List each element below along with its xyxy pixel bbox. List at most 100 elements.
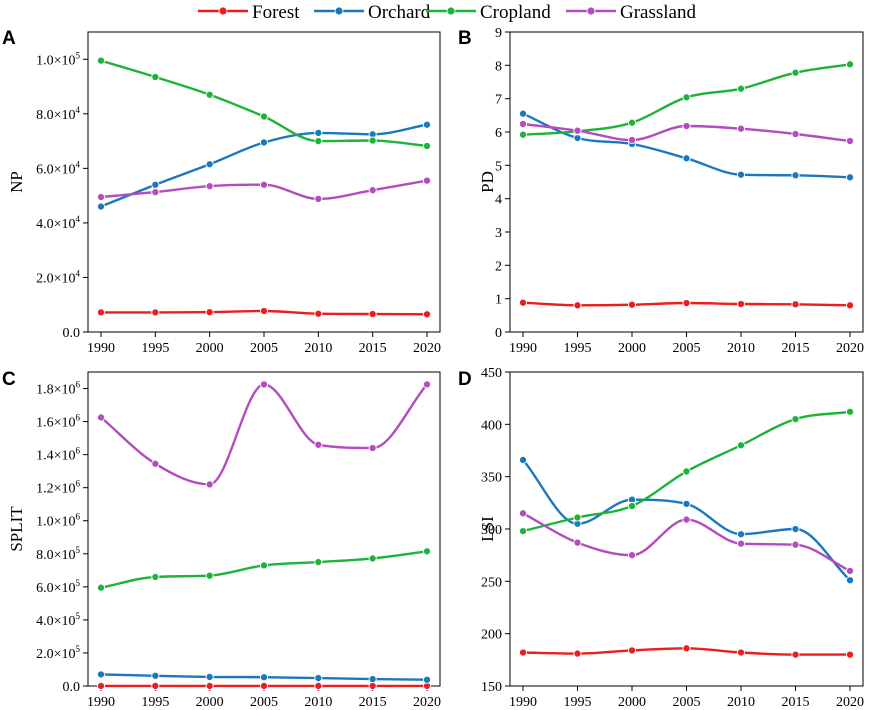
legend-item-grassland: Grassland — [566, 2, 696, 23]
data-point-cropland-a — [422, 141, 432, 151]
y-tick-label-a: 6.0×104 — [36, 159, 80, 177]
x-tick-label-c: 1995 — [141, 695, 169, 710]
y-tick-base-b: 4 — [495, 193, 502, 208]
panel-letter-a: A — [2, 28, 16, 49]
data-point-cropland-c — [205, 571, 214, 580]
data-point-orchard-b — [736, 170, 746, 179]
data-point-forest-d — [573, 649, 582, 658]
data-point-orchard-a — [422, 120, 432, 129]
x-tick-label-d: 1995 — [564, 695, 592, 710]
y-tick-base-d: 400 — [481, 418, 502, 433]
data-point-orchard-a — [314, 128, 323, 137]
data-point-cropland-c — [368, 554, 377, 563]
series-grassland-b — [518, 119, 855, 146]
y-tick-base-b: 7 — [495, 93, 502, 108]
y-tick-label-c: 1.2×106 — [36, 479, 80, 497]
x-tick-label-c: 2000 — [196, 695, 224, 710]
y-tick-base-b: 1 — [495, 293, 502, 308]
data-point-cropland-a — [314, 137, 323, 146]
data-point-forest-d — [518, 648, 528, 657]
x-tick-label-a: 1990 — [87, 341, 115, 356]
y-tick-base-a: 0.0 — [63, 326, 81, 341]
data-point-grassland-d — [791, 540, 800, 549]
series-grassland-a — [96, 176, 432, 203]
data-point-orchard-c — [96, 670, 106, 679]
axes-frame-c — [87, 371, 441, 687]
series-line-cropland-c — [100, 550, 428, 589]
data-point-forest-c — [96, 681, 106, 690]
y-tick-base-b: 8 — [495, 59, 502, 74]
data-point-forest-a — [259, 306, 269, 316]
axes-frame-d — [509, 371, 864, 687]
y-tick-base-a: 1.0×10 — [36, 53, 75, 68]
data-point-cropland-d — [627, 501, 637, 511]
y-axis-label-d: LSI — [478, 516, 497, 542]
data-point-cropland-b — [791, 68, 800, 77]
x-tick-label-c: 2005 — [250, 695, 278, 710]
series-line-orchard-a — [100, 123, 428, 208]
x-tick-label-d: 2010 — [727, 695, 755, 710]
data-point-cropland-d — [845, 407, 855, 416]
series-forest-c — [96, 681, 432, 690]
y-tick-label-c: 6.0×105 — [36, 578, 80, 596]
y-tick-label-d: 350 — [481, 471, 502, 486]
y-tick-base-a: 8.0×10 — [36, 108, 75, 123]
y-tick-label-a: 1.0×105 — [36, 50, 80, 68]
y-tick-label-c: 1.0×106 — [36, 512, 80, 530]
y-tick-label-c: 1.4×106 — [36, 446, 80, 464]
data-point-orchard-a — [259, 138, 269, 147]
legend-label-orchard: Orchard — [368, 2, 431, 23]
data-point-grassland-d — [627, 551, 637, 560]
y-tick-base-b: 6 — [495, 126, 502, 141]
data-point-cropland-a — [259, 112, 269, 121]
data-point-forest-a — [205, 308, 214, 317]
y-tick-label-c: 1.8×106 — [36, 380, 80, 398]
data-point-cropland-b — [682, 93, 691, 102]
data-point-grassland-b — [518, 119, 528, 129]
data-point-orchard-a — [96, 202, 106, 211]
y-tick-base-b: 0 — [495, 326, 502, 341]
panel-b: B PD 0 1 2 3 4 5 6 7 8 9 1990 1995 2000 2005 2010 2015 202… — [458, 26, 864, 356]
x-tick-label-b: 2010 — [727, 341, 755, 356]
data-point-cropland-c — [96, 583, 106, 592]
series-grassland-d — [518, 509, 855, 575]
series-orchard-b — [518, 109, 855, 182]
data-point-grassland-d — [518, 509, 528, 518]
y-tick-base-b: 2 — [495, 259, 502, 274]
y-tick-base-d: 150 — [481, 680, 502, 695]
data-point-forest-a — [368, 309, 377, 319]
y-tick-exponent-c: 5 — [76, 644, 81, 654]
data-point-cropland-c — [259, 561, 269, 570]
data-point-orchard-b — [791, 171, 800, 180]
y-tick-label-c: 8.0×105 — [36, 545, 80, 563]
panel-a: ANP0.02.0×1044.0×1046.0×1048.0×1041.0×10… — [2, 28, 441, 356]
y-tick-label-d: 150 — [481, 680, 502, 695]
y-tick-base-d: 350 — [481, 471, 502, 486]
data-point-grassland-a — [368, 186, 377, 195]
data-point-cropland-c — [151, 572, 160, 581]
panel-d: D LSI 150 200 250 300 350 400 450 1990 1995 2000 200… — [458, 366, 864, 710]
series-orchard-d — [518, 455, 855, 585]
data-point-orchard-d — [845, 576, 855, 585]
x-tick-label-a: 2015 — [359, 341, 387, 356]
x-tick-label-a: 2005 — [250, 341, 278, 356]
y-tick-label-c: 1.6×106 — [36, 413, 80, 431]
data-point-grassland-d — [845, 566, 855, 575]
data-point-orchard-d — [791, 524, 800, 534]
x-tick-label-a: 2020 — [413, 341, 441, 356]
y-tick-label-d: 400 — [481, 418, 502, 433]
data-point-cropland-a — [151, 72, 160, 82]
legend-label-cropland: Cropland — [480, 2, 551, 23]
series-cropland-c — [96, 547, 432, 592]
x-tick-label-b: 2020 — [836, 341, 864, 356]
y-tick-base-c: 1.4×10 — [36, 449, 75, 464]
data-point-orchard-c — [151, 671, 160, 680]
data-point-orchard-c — [368, 675, 377, 684]
x-tick-label-c: 2015 — [359, 695, 387, 710]
data-point-forest-d — [627, 646, 637, 655]
data-point-grassland-b — [845, 136, 855, 146]
data-point-forest-d — [845, 650, 855, 659]
y-tick-exponent-c: 6 — [76, 512, 81, 522]
y-tick-exponent-c: 6 — [76, 413, 81, 423]
